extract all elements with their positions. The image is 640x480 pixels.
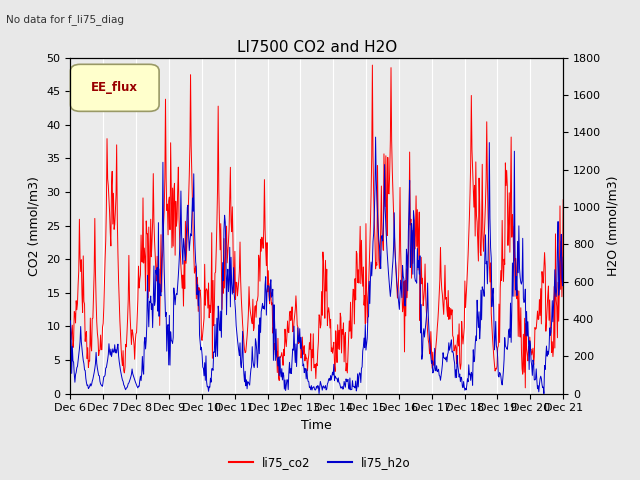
Text: No data for f_li75_diag: No data for f_li75_diag xyxy=(6,14,124,25)
Text: EE_flux: EE_flux xyxy=(92,81,138,95)
Title: LI7500 CO2 and H2O: LI7500 CO2 and H2O xyxy=(237,40,397,55)
X-axis label: Time: Time xyxy=(301,419,332,432)
Y-axis label: CO2 (mmol/m3): CO2 (mmol/m3) xyxy=(28,176,41,276)
Y-axis label: H2O (mmol/m3): H2O (mmol/m3) xyxy=(607,175,620,276)
Legend: li75_co2, li75_h2o: li75_co2, li75_h2o xyxy=(224,452,416,474)
FancyBboxPatch shape xyxy=(70,64,159,111)
